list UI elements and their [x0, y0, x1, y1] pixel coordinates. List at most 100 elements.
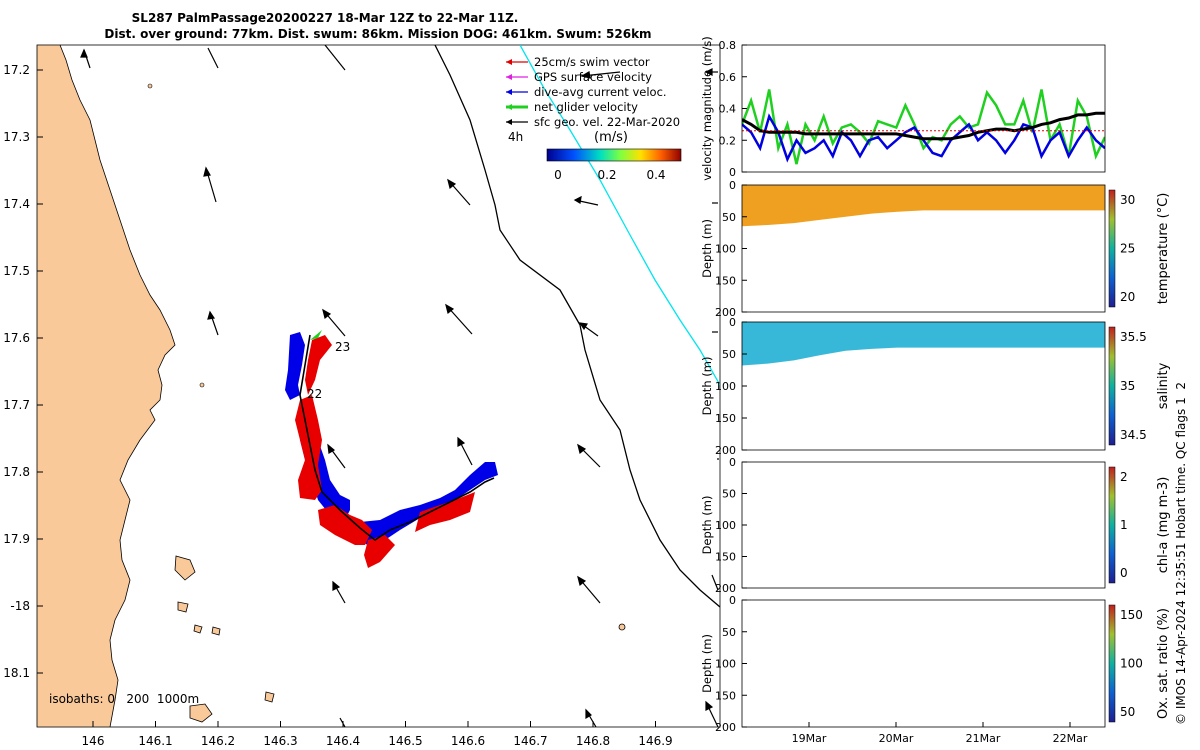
island — [199, 382, 205, 388]
map-panel: 23 22 146 146.1 146.2 146.3 146.4 146.5 146.6 1… — [3, 44, 721, 748]
legend-arrowhead — [506, 89, 512, 95]
island — [177, 601, 189, 613]
colorbar-tick-label: 50 — [1120, 705, 1135, 719]
y-tick-label: 150 — [715, 274, 736, 287]
island — [189, 703, 213, 723]
legend-arrowhead — [506, 119, 512, 125]
map-y-tick-label: 17.8 — [3, 465, 30, 479]
y-tick-label: 0.8 — [719, 39, 737, 52]
panel-3: 0 50 100 150 200 Depth (m) 2 1 0 chl-a (mg m-3) — [700, 456, 1171, 595]
colorbar-tick-label: 100 — [1120, 657, 1143, 671]
y-tick-label: 100 — [715, 519, 736, 532]
track-day-label: 23 — [335, 340, 350, 354]
section-fill — [742, 185, 1105, 227]
colorbar-tick-label: 2 — [1120, 470, 1128, 484]
colorbar-tick-label: 0 — [554, 168, 562, 182]
colorbar-tick-label: 35 — [1120, 379, 1135, 393]
y-tick-label: 150 — [715, 689, 736, 702]
panel-1: 0 50 100 150 200 Depth (m) 30 25 20 temperature (… — [700, 179, 1171, 319]
swim-vector-cluster — [318, 505, 372, 545]
velocity-series-line — [742, 111, 1105, 141]
isobath-1000m — [519, 45, 720, 386]
legend-arrowhead — [506, 104, 512, 110]
swim-vector-cluster — [415, 492, 475, 532]
colorbar-label: temperature (°C) — [1156, 193, 1171, 305]
colorbar-tick-label: 150 — [1120, 608, 1143, 622]
panel-2: 0 50 100 150 200 Depth (m) 35.5 35 34.5 salinity — [700, 316, 1171, 457]
colorbar-tick-label: 25 — [1120, 242, 1135, 256]
glider-track-vectors: 23 22 — [285, 330, 498, 568]
map-x-tick-label: 146.2 — [201, 734, 235, 748]
x-tick-label: 20Mar — [879, 732, 914, 745]
legend-entry-label: 25cm/s swim vector — [534, 55, 650, 69]
map-y-tick-label: 17.6 — [3, 331, 30, 345]
track-day-label: 22 — [307, 387, 322, 401]
isobath-200m — [434, 45, 720, 608]
map-x-tick-label: 146.3 — [263, 734, 297, 748]
map-x-tick-label: 146.8 — [576, 734, 610, 748]
swim-vector-cluster — [295, 395, 322, 500]
map-y-tick-label: 17.5 — [3, 264, 30, 278]
y-axis-label: Depth (m) — [700, 634, 714, 693]
colorbar-tick-label: 0 — [1120, 566, 1128, 580]
section-fill — [742, 322, 1105, 366]
figure-title-line1: SL287 PalmPassage20200227 18-Mar 12Z to … — [132, 11, 519, 25]
y-axis-label: velocity magnitude (m/s) — [700, 36, 714, 181]
map-x-tick-label: 146.9 — [638, 734, 672, 748]
imos-credit: © IMOS 14-Apr-2024 12:35:51 Hobart time.… — [1174, 382, 1188, 725]
y-tick-label: 50 — [722, 348, 736, 361]
legend-entry-label: dive-avg current veloc. — [534, 85, 667, 99]
map-x-tick-label: 146.5 — [388, 734, 422, 748]
legend-arrowhead — [506, 59, 512, 65]
y-tick-label: 0.4 — [719, 103, 737, 116]
panel-frame — [741, 44, 1106, 173]
y-tick-label: 200 — [715, 721, 736, 734]
colorbar-title: (m/s) — [594, 130, 628, 145]
island — [147, 83, 153, 89]
net-glider-velocity — [310, 330, 322, 340]
y-axis-label: Depth (m) — [700, 496, 714, 555]
island — [174, 555, 196, 581]
map-x-tick-label: 146.4 — [326, 734, 360, 748]
y-tick-label: 0 — [729, 166, 736, 179]
legend-entry-label: sfc geo. vel. 22-Mar-2020 — [534, 115, 680, 129]
colorbar-tick-label: 0.2 — [597, 168, 616, 182]
geo-velocity-arrows — [80, 45, 719, 727]
map-y-tick-label: 18.1 — [3, 666, 30, 680]
y-tick-label: 50 — [722, 488, 736, 501]
legend-arrowhead — [506, 74, 512, 80]
x-tick-label: 22Mar — [1053, 732, 1088, 745]
map-y-tick-label: 17.2 — [3, 63, 30, 77]
x-tick-label: 21Mar — [966, 732, 1001, 745]
colorbar-label: Ox. sat. ratio (%) — [1156, 608, 1171, 719]
island — [211, 626, 221, 636]
y-tick-label: 0 — [729, 316, 736, 329]
y-tick-label: 50 — [722, 211, 736, 224]
swim-vector-cluster — [364, 535, 395, 568]
legend-entry-label: net glider velocity — [534, 100, 638, 114]
legend-note: 4h — [508, 130, 523, 144]
panel-frame — [741, 461, 1106, 589]
island — [193, 624, 203, 634]
map-y-tick-label: 17.7 — [3, 398, 30, 412]
current-vector-cluster — [300, 418, 498, 548]
map-x-tick-label: 146.6 — [451, 734, 485, 748]
y-tick-label: 150 — [715, 412, 736, 425]
panel-colorbar — [1108, 466, 1116, 584]
colorbar-tick-label: 0.4 — [646, 168, 665, 182]
y-tick-label: 100 — [715, 658, 736, 671]
colorbar-label: salinity — [1156, 362, 1171, 409]
isobaths-label: isobaths: 0 200 1000m — [49, 692, 199, 706]
glider-track — [299, 334, 495, 541]
map-y-axis: 17.2 17.3 17.4 17.5 17.6 17.7 17.8 17.9 -18 18.1 — [3, 63, 43, 680]
panel-colorbar — [1108, 326, 1116, 446]
map-x-tick-label: 146 — [82, 734, 105, 748]
x-tick-label: 19Mar — [792, 732, 827, 745]
map-x-tick-label: 146.1 — [138, 734, 172, 748]
y-tick-label: 200 — [715, 582, 736, 595]
island — [264, 691, 275, 703]
colorbar-tick-label: 35.5 — [1120, 330, 1147, 344]
y-tick-label: 200 — [715, 444, 736, 457]
